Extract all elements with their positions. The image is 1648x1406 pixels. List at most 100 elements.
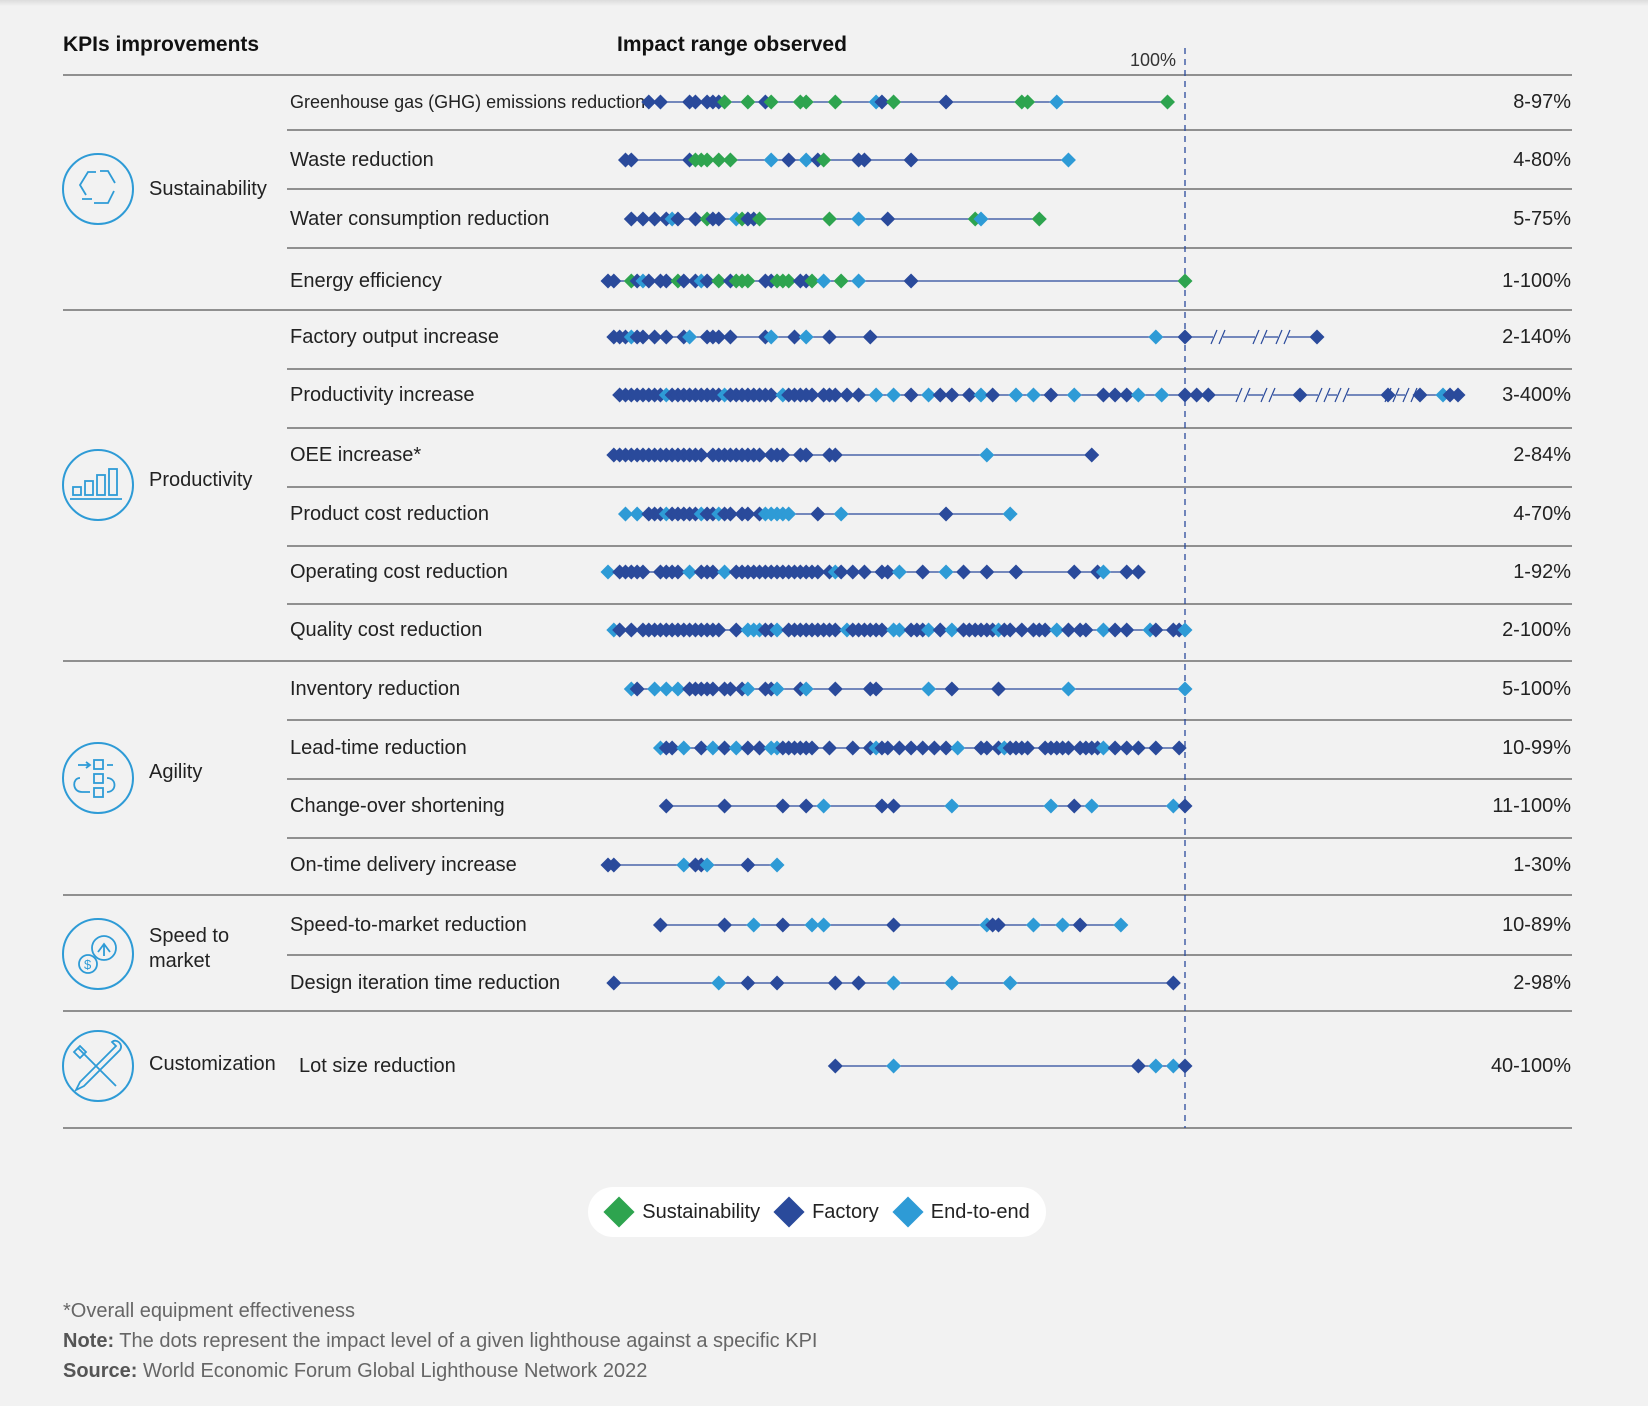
row-label: Energy efficiency — [290, 270, 442, 292]
axis-break-gap — [1213, 329, 1223, 345]
data-point — [652, 94, 668, 110]
data-point — [1031, 211, 1047, 227]
data-point — [705, 740, 721, 756]
data-point — [769, 681, 785, 697]
data-point — [705, 681, 721, 697]
data-point — [921, 681, 937, 697]
data-point — [798, 152, 814, 168]
data-point — [1055, 917, 1071, 933]
bar3 — [96, 474, 106, 496]
footnotes: *Overall equipment effectiveness Note: T… — [63, 1296, 817, 1386]
header-impact-range: Impact range observed — [617, 33, 847, 56]
data-point — [1130, 740, 1146, 756]
data-point — [658, 273, 674, 289]
legend-swatch-factory — [773, 1196, 805, 1228]
data-point — [886, 917, 902, 933]
data-point — [1078, 622, 1094, 638]
row-range: 10-89% — [1502, 914, 1571, 936]
row-label: Productivity increase — [290, 384, 475, 406]
row-label: Inventory reduction — [290, 678, 460, 700]
axis-break-mark — [1283, 329, 1291, 345]
data-point — [658, 681, 674, 697]
data-point — [740, 681, 756, 697]
row-label: On-time delivery increase — [290, 854, 517, 876]
data-point — [740, 857, 756, 873]
axis-break-gap — [1238, 387, 1248, 403]
data-point — [868, 387, 884, 403]
row-label: OEE increase* — [290, 444, 421, 466]
row-range: 2-100% — [1502, 619, 1571, 641]
data-point — [1008, 387, 1024, 403]
data-point — [612, 622, 628, 638]
legend-swatch-sustainability — [603, 1196, 635, 1228]
data-point — [851, 211, 867, 227]
data-point — [1095, 564, 1111, 580]
group-label-customization: Customization — [149, 1053, 276, 1075]
data-point — [990, 681, 1006, 697]
row-label: Water consumption reduction — [290, 208, 549, 230]
data-point — [717, 917, 733, 933]
row-range: 2-84% — [1513, 444, 1571, 466]
data-point — [891, 564, 907, 580]
data-point — [629, 506, 645, 522]
data-point — [658, 798, 674, 814]
data-point — [886, 798, 902, 814]
axis-break-mark — [1243, 387, 1251, 403]
data-point — [623, 622, 639, 638]
data-point — [833, 506, 849, 522]
row-range: 11-100% — [1492, 795, 1571, 817]
source-text: World Economic Forum Global Lighthouse N… — [137, 1360, 648, 1382]
row-label: Factory output increase — [290, 326, 499, 348]
group-label-speed-to-market: Speed to — [149, 925, 229, 947]
data-point — [1072, 917, 1088, 933]
axis-break-mark — [1334, 387, 1342, 403]
data-point — [1002, 622, 1018, 638]
data-point — [728, 740, 744, 756]
data-point — [1066, 387, 1082, 403]
axis-break-gap — [1278, 329, 1288, 345]
data-point — [711, 211, 727, 227]
wrench-screwdriver — [72, 1039, 122, 1093]
axis-break-gap — [1405, 387, 1415, 403]
icon-ring — [62, 153, 134, 225]
data-point — [944, 681, 960, 697]
legend-item-sustainability: Sustainability — [603, 1196, 760, 1228]
data-point — [932, 622, 948, 638]
data-point — [1043, 387, 1059, 403]
data-point — [752, 447, 768, 463]
data-point — [1095, 387, 1111, 403]
data-point — [687, 94, 703, 110]
data-point — [740, 273, 756, 289]
axis-break-mark — [1275, 329, 1283, 345]
tools-icon — [62, 1030, 134, 1102]
data-point — [1309, 329, 1325, 345]
data-point — [1148, 1058, 1164, 1074]
data-point — [798, 447, 814, 463]
legend-label-end-to-end: End-to-end — [930, 1200, 1030, 1223]
footnote-source: Source: World Economic Forum Global Ligh… — [63, 1356, 817, 1386]
row-range: 2-98% — [1513, 972, 1571, 994]
data-point — [1002, 975, 1018, 991]
data-point — [740, 94, 756, 110]
data-point — [1049, 94, 1065, 110]
data-point — [676, 740, 692, 756]
row-label: Operating cost reduction — [290, 561, 508, 583]
data-point — [921, 387, 937, 403]
data-point — [891, 622, 907, 638]
data-point — [903, 387, 919, 403]
dollar-glyph: $ — [84, 957, 92, 972]
data-point — [985, 387, 1001, 403]
axis-break-mark — [1342, 387, 1350, 403]
data-point — [775, 917, 791, 933]
data-point — [1119, 564, 1135, 580]
data-point — [798, 94, 814, 110]
row-range: 8-97% — [1513, 91, 1571, 113]
data-point — [1014, 622, 1030, 638]
data-point — [722, 506, 738, 522]
data-point — [717, 94, 733, 110]
data-point — [851, 387, 867, 403]
axis-break-mark — [1260, 387, 1268, 403]
axis-break-mark — [1323, 387, 1331, 403]
icon-ring — [62, 1030, 134, 1102]
data-point — [728, 622, 744, 638]
